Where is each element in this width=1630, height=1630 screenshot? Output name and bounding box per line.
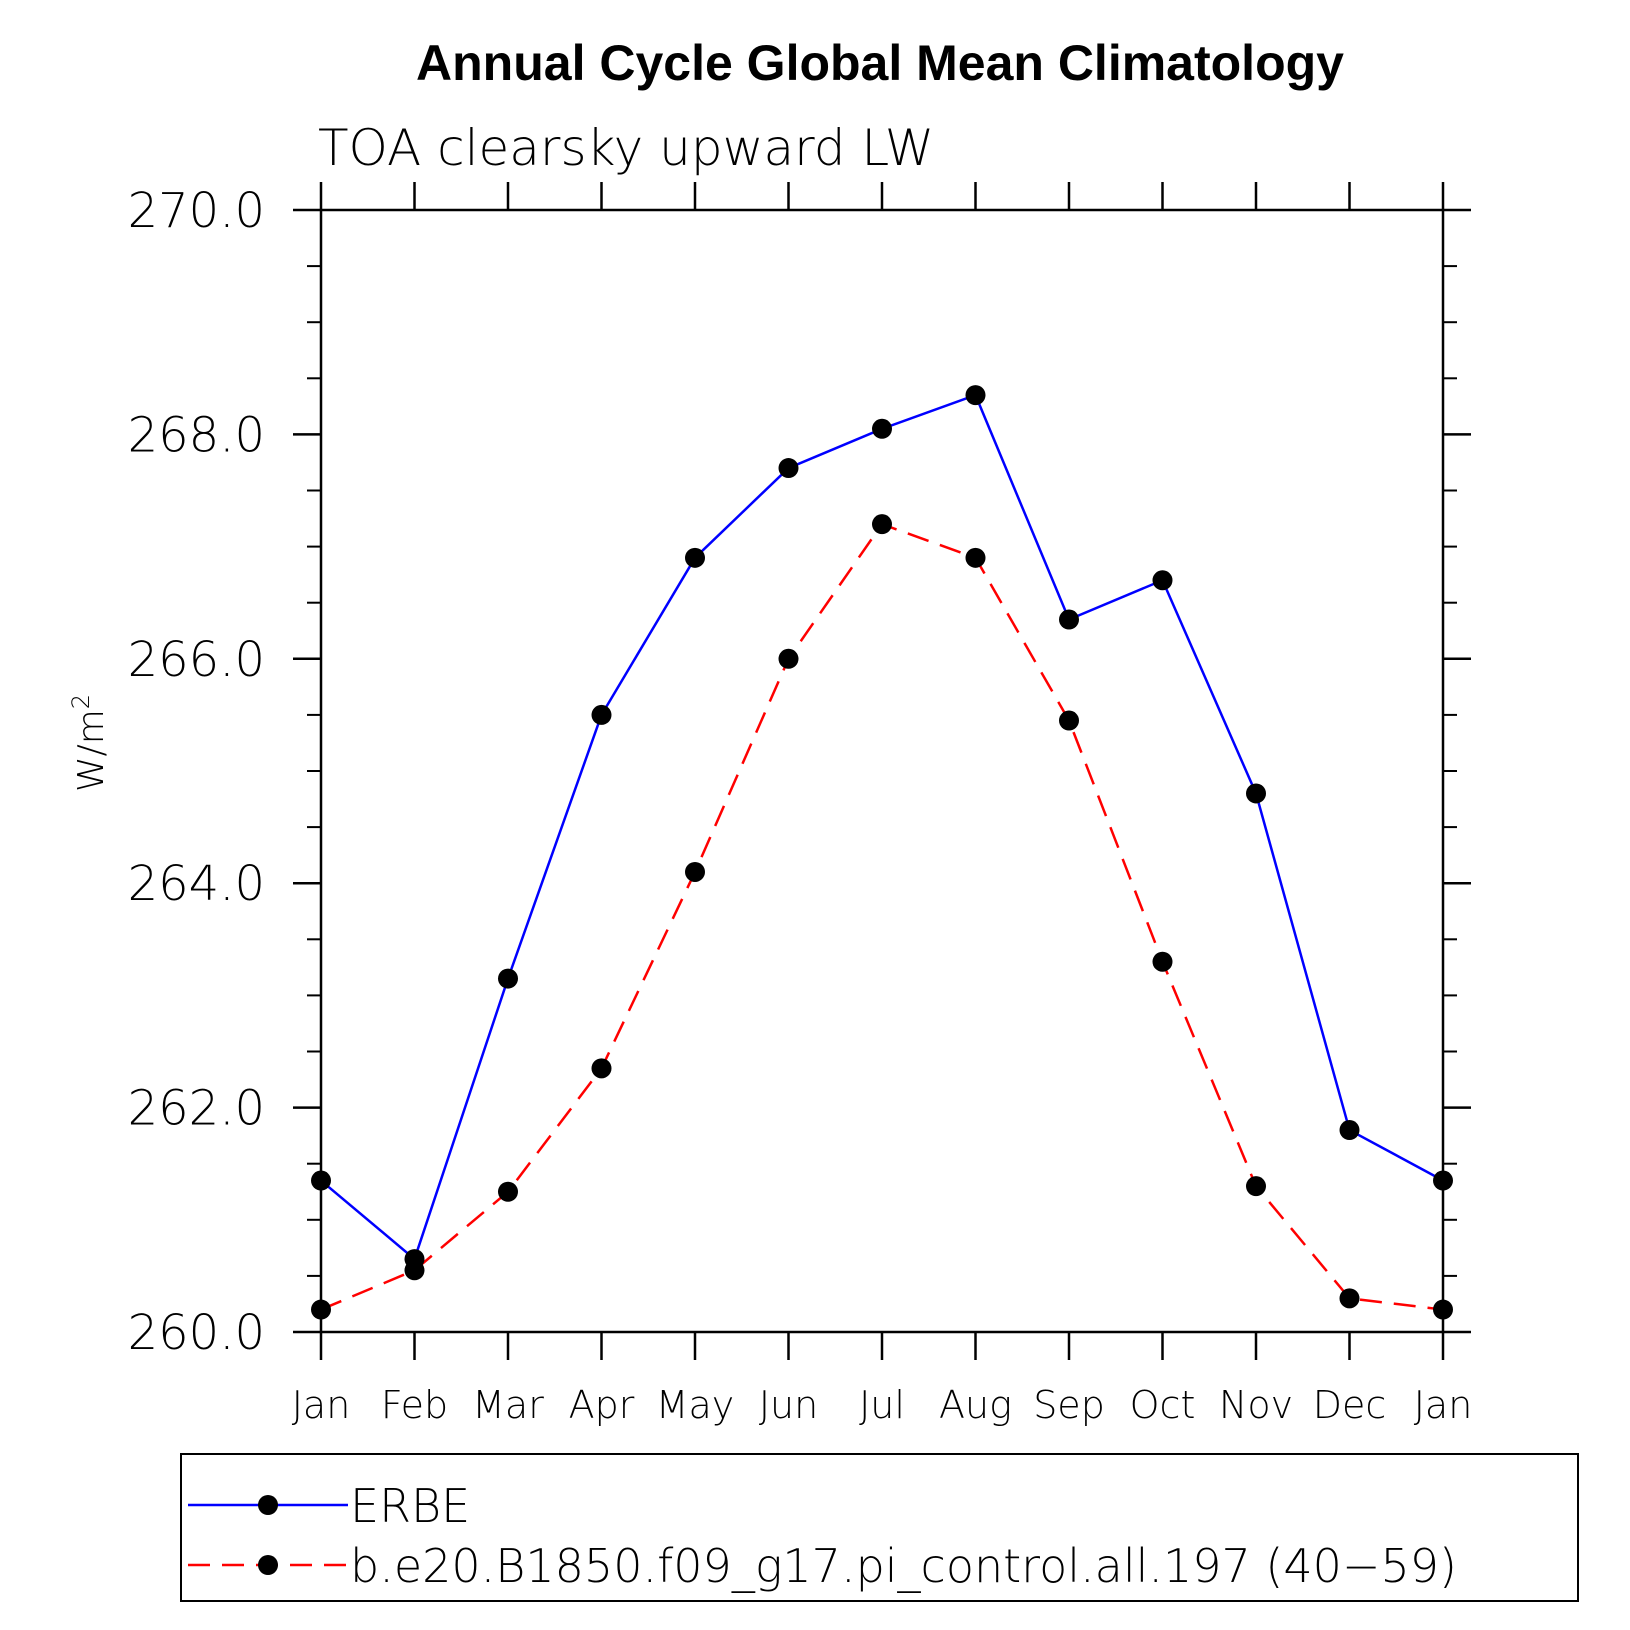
y-tick-label: 260.0	[128, 1305, 265, 1361]
series-2-point	[1433, 1299, 1453, 1320]
x-tick-label: Oct	[1130, 1383, 1196, 1427]
series-line-2	[320, 522, 1444, 1311]
x-tick-label: Mar	[472, 1383, 544, 1427]
legend-marker-2	[258, 1555, 278, 1575]
y-axis-label: W/m	[71, 709, 112, 792]
series-2-point	[311, 1299, 331, 1320]
plot-axes	[319, 208, 1445, 1334]
axis-ticks	[293, 182, 1471, 1360]
series-2-point	[778, 648, 799, 669]
series-1-point	[1339, 1120, 1360, 1141]
y-tick-label: 270.0	[128, 183, 265, 239]
series-1-point	[1059, 609, 1079, 630]
x-tick-label: Jan	[292, 1383, 351, 1427]
series-2-point	[872, 514, 892, 535]
series-1-point	[965, 385, 986, 406]
series-1-point	[591, 704, 612, 725]
series-1-point	[404, 1249, 425, 1270]
tick-labels: Jan Feb Mar Apr May Jun Jul Aug Sep Oct Nov Dec Jan 2…	[128, 183, 1473, 1427]
x-tick-label: May	[656, 1383, 735, 1427]
series-2-point	[965, 547, 986, 568]
plot-frame	[319, 208, 1445, 1334]
series-1-point	[685, 547, 705, 568]
legend-label-1: ERBE	[350, 1479, 470, 1533]
y-axis-title: W/m2	[67, 694, 112, 792]
x-tick-label: Dec	[1313, 1383, 1387, 1427]
legend-label-2: b.e20.B1850.f09_g17.pi_control.all.197 (…	[350, 1539, 1457, 1593]
legend-box	[180, 1453, 1579, 1602]
x-tick-label: Nov	[1219, 1383, 1293, 1427]
series-2-point	[591, 1058, 612, 1079]
y-tick-label: 268.0	[128, 407, 265, 463]
series-1-point	[311, 1170, 331, 1191]
x-tick-label: Feb	[381, 1383, 448, 1427]
series-2-point	[498, 1181, 518, 1202]
x-tick-label: Sep	[1033, 1383, 1105, 1427]
series-1-point	[1152, 570, 1173, 591]
series-2-point	[1152, 951, 1173, 972]
x-tick-label: Apr	[569, 1383, 635, 1427]
series-2-point	[1246, 1176, 1266, 1197]
x-tick-label: Jan	[1414, 1383, 1473, 1427]
y-tick-label: 264.0	[128, 856, 265, 912]
series-1-point	[498, 968, 518, 989]
legend-entries: ERBE b.e20.B1850.f09_g17.pi_control.all.1…	[188, 1479, 1457, 1593]
chart-title: Annual Cycle Global Mean Climatology	[416, 35, 1344, 91]
x-tick-label: Jun	[759, 1383, 818, 1427]
series-1-point	[778, 458, 799, 479]
legend: ERBE b.e20.B1850.f09_g17.pi_control.all.1…	[180, 1453, 1579, 1602]
series-1-point	[1433, 1170, 1453, 1191]
chart-subtitle: TOA clearsky upward LW	[318, 119, 934, 177]
y-axis-label-superscript: 2	[67, 694, 95, 709]
x-tick-label: Aug	[939, 1383, 1012, 1427]
series-2-point	[1339, 1288, 1360, 1309]
x-tick-label: Jul	[859, 1383, 905, 1427]
y-tick-label: 262.0	[128, 1081, 265, 1137]
series-2-point	[1059, 710, 1079, 731]
legend-marker-1	[258, 1495, 278, 1515]
series-2-point	[685, 861, 705, 882]
series-1-point	[872, 418, 892, 439]
series-1-point	[1246, 783, 1266, 804]
svg-text:W/m2: W/m2	[67, 694, 112, 792]
y-tick-label: 266.0	[128, 632, 265, 688]
series-layer	[311, 385, 1453, 1320]
